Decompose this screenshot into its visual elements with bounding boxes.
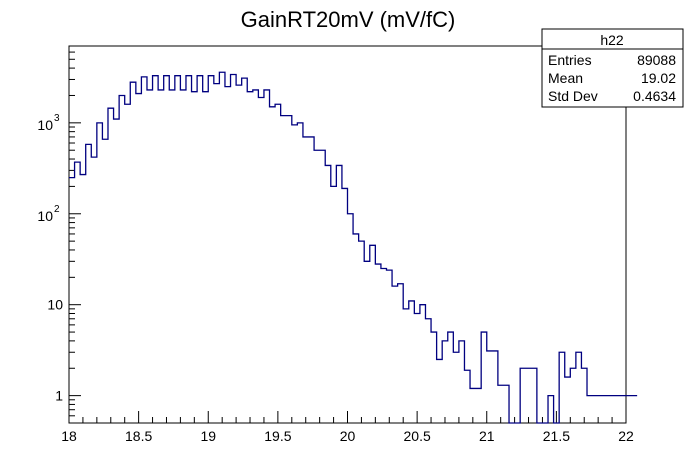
x-tick-label: 21.5 bbox=[543, 428, 570, 444]
y-tick-exponent: 2 bbox=[54, 204, 60, 215]
y-tick-exponent: 3 bbox=[54, 113, 60, 124]
chart-title: GainRT20mV (mV/fC) bbox=[241, 7, 456, 32]
y-tick-label: 10 bbox=[37, 208, 53, 224]
y-tick-label: 1 bbox=[55, 388, 63, 404]
x-tick-label: 21 bbox=[479, 428, 495, 444]
stats-entries-label: Entries bbox=[548, 52, 592, 68]
stats-stddev-label: Std Dev bbox=[548, 88, 598, 104]
stats-histogram-name: h22 bbox=[600, 32, 624, 48]
x-tick-label: 20 bbox=[340, 428, 356, 444]
stats-stddev-value: 0.4634 bbox=[633, 88, 676, 104]
stats-entries-value: 89088 bbox=[637, 52, 676, 68]
x-tick-label: 20.5 bbox=[404, 428, 431, 444]
x-tick-label: 19.5 bbox=[264, 428, 291, 444]
histogram-line bbox=[69, 71, 638, 424]
x-tick-label: 19 bbox=[200, 428, 216, 444]
stats-mean-value: 19.02 bbox=[641, 70, 676, 86]
axis-ticks bbox=[68, 45, 627, 424]
stats-mean-label: Mean bbox=[548, 70, 583, 86]
x-tick-label: 18.5 bbox=[125, 428, 152, 444]
y-tick-label: 10 bbox=[37, 117, 53, 133]
x-tick-label: 22 bbox=[618, 428, 634, 444]
stats-box: h22 Entries 89088 Mean 19.02 Std Dev 0.4… bbox=[541, 28, 684, 108]
y-tick-label: 10 bbox=[47, 297, 63, 313]
x-tick-label: 18 bbox=[61, 428, 77, 444]
